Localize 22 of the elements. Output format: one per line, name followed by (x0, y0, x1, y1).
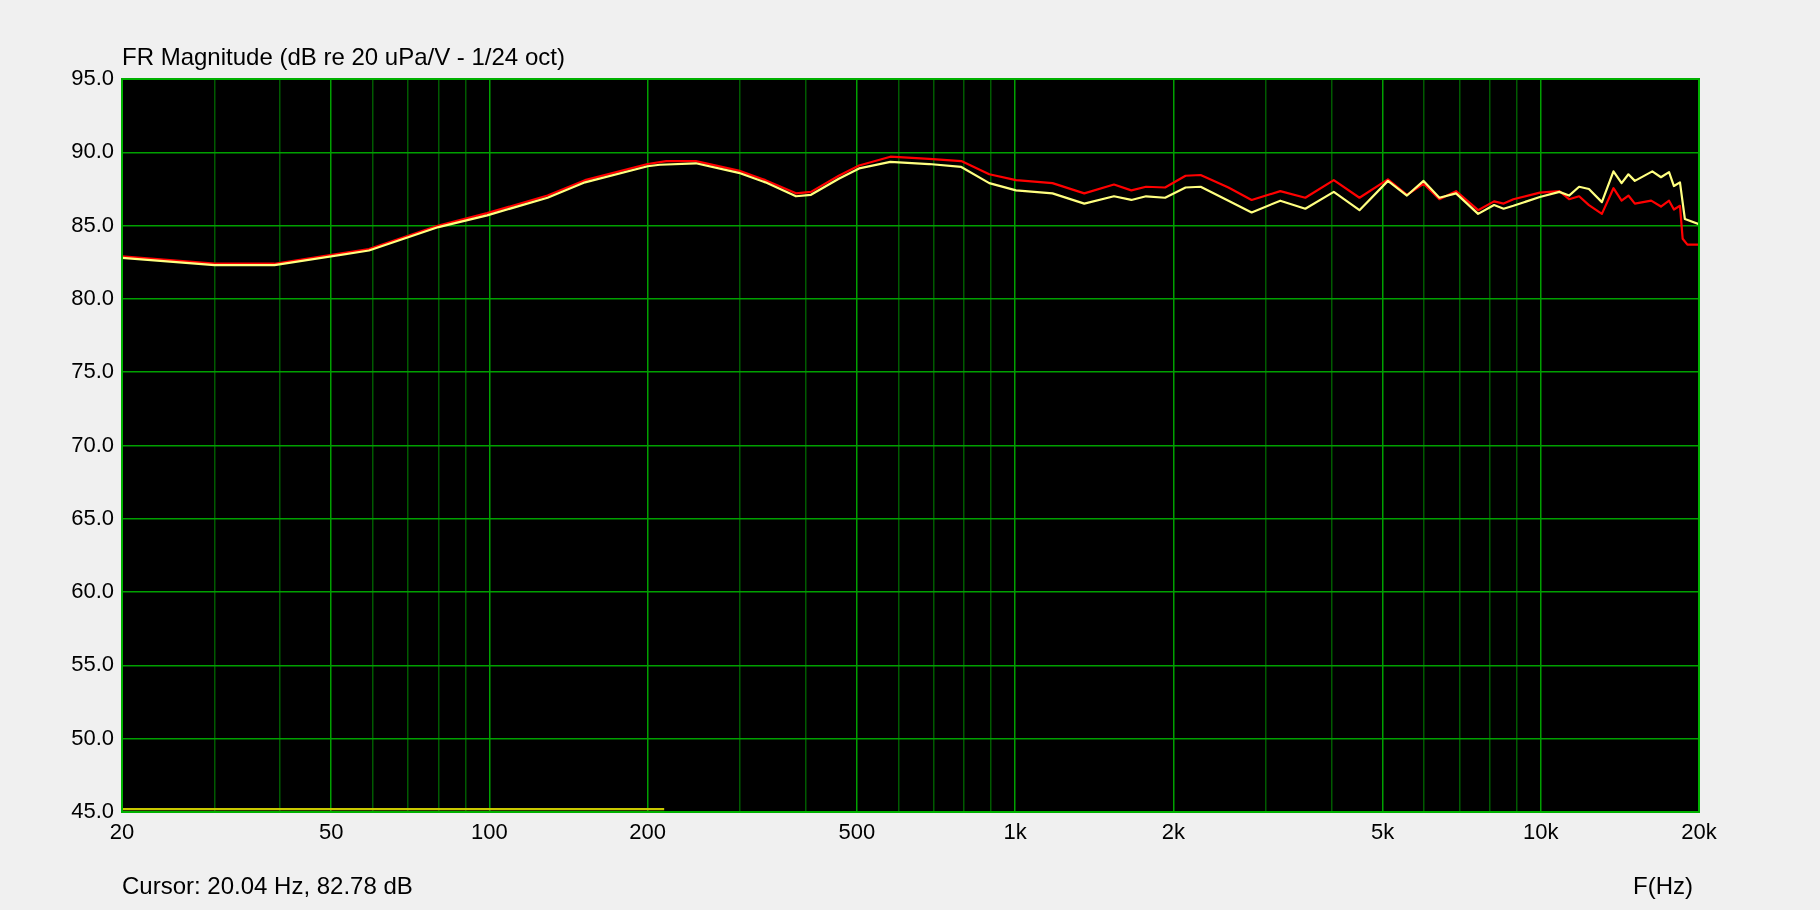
y-tick-label: 55.0 (71, 651, 114, 677)
text: Cursor: 20.04 Hz, 82.78 dB (122, 872, 413, 899)
x-tick-label: 5k (1370, 819, 1396, 845)
y-tick-label: 60.0 (71, 578, 114, 604)
y-tick-label: 95.0 (71, 65, 114, 91)
x-tick-label: 2k (1161, 819, 1186, 845)
y-tick-label: 75.0 (71, 358, 114, 384)
x-axis-title: F(Hz) (1633, 872, 1693, 899)
x-tick-label: 200 (629, 819, 667, 845)
y-tick-label: 70.0 (71, 431, 114, 457)
y-tick-label: 90.0 (71, 138, 114, 164)
y-tick-label: 85.0 (71, 211, 114, 237)
x-tick-label: 1k (1003, 819, 1028, 845)
chart-title: FR Magnitude (dB re 20 uPa/V - 1/24 oct) (122, 43, 565, 70)
x-tick-label: 20k (1681, 819, 1718, 845)
x-tick-label: 100 (471, 819, 508, 845)
y-tick-label: 80.0 (71, 284, 114, 310)
x-tick-label: 10k (1523, 819, 1560, 845)
y-tick-label: 65.0 (71, 504, 114, 530)
x-tick-label: 500 (838, 819, 876, 845)
x-tick-label: 50 (318, 819, 344, 845)
y-tick-label: 50.0 (71, 724, 114, 750)
